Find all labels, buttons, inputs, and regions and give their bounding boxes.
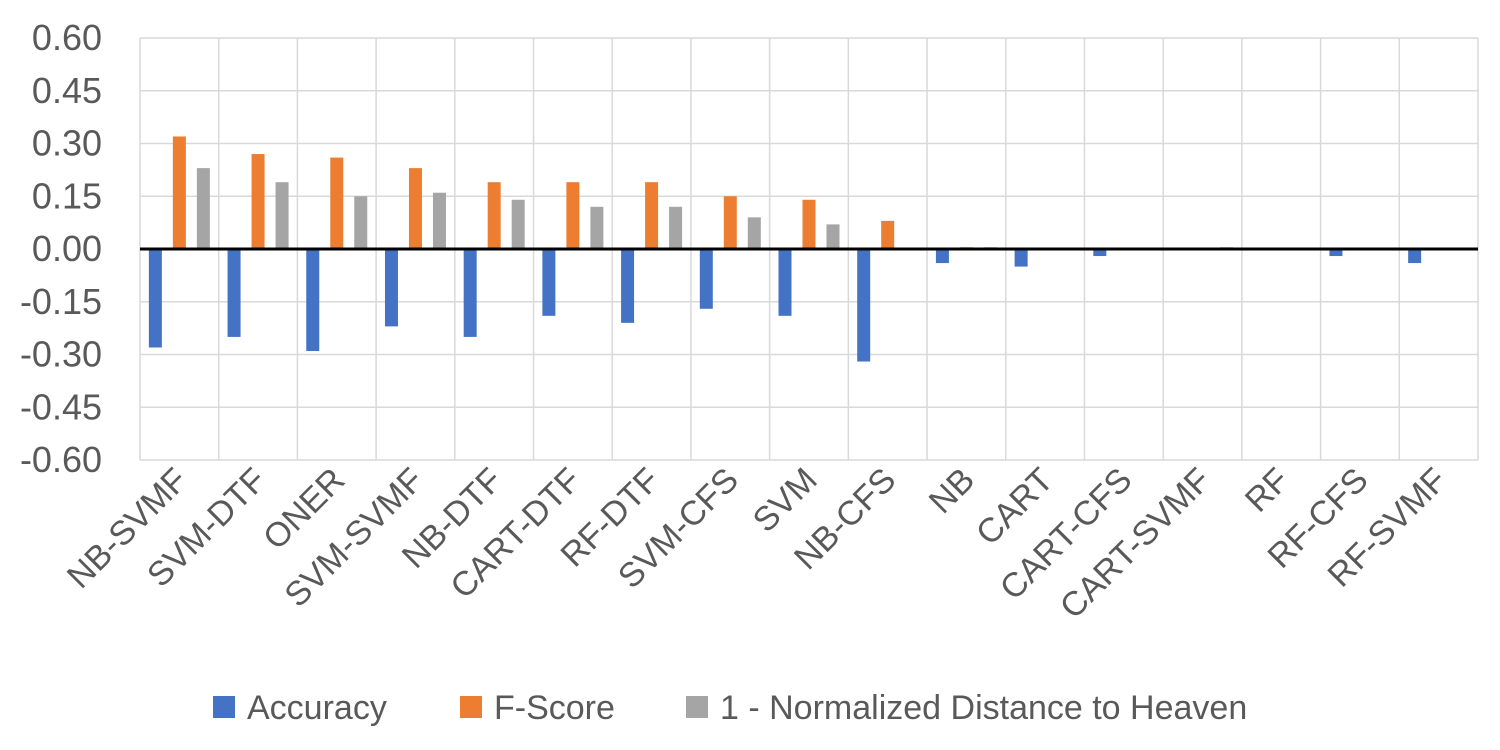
y-tick-label: 0.00 bbox=[32, 228, 102, 269]
x-axis-category-labels: NB-SVMFSVM-DTFONERSVM-SVMFNB-DTFCART-DTF… bbox=[60, 461, 1454, 626]
bar-f-score-rf-dtf bbox=[645, 182, 659, 249]
bar-f-score-svm-dtf bbox=[251, 154, 265, 249]
bar-accuracy-cart bbox=[1014, 249, 1028, 267]
legend-label: 1 - Normalized Distance to Heaven bbox=[720, 689, 1247, 727]
bar-1-normalized-distance-to-heaven-nb-dtf bbox=[511, 199, 525, 249]
bar-f-score-nb-dtf bbox=[487, 182, 501, 249]
legend: Accuracy F-Score 1 - Normalized Distance t… bbox=[213, 689, 1247, 727]
bar-1-normalized-distance-to-heaven-svm bbox=[826, 224, 840, 249]
bar-accuracy-rf-dtf bbox=[621, 249, 635, 323]
y-axis-tick-labels: 0.60 0.45 0.30 0.15 0.00 -0.15 -0.30 -0.45 -0.60 bbox=[20, 17, 102, 480]
bar-f-score-svm bbox=[802, 199, 816, 249]
y-tick-label: 0.45 bbox=[32, 70, 102, 111]
bar-1-normalized-distance-to-heaven-svm-dtf bbox=[275, 182, 289, 249]
bar-f-score-svm-cfs bbox=[723, 196, 737, 249]
bar-accuracy-svm-svmf bbox=[384, 249, 398, 327]
legend-swatch bbox=[213, 696, 235, 718]
bar-accuracy-nb-dtf bbox=[463, 249, 477, 337]
legend-swatch bbox=[686, 696, 708, 718]
bar-accuracy-svm bbox=[778, 249, 792, 316]
bars bbox=[148, 136, 1422, 362]
y-tick-label: 0.30 bbox=[32, 123, 102, 164]
bar-f-score-svm-svmf bbox=[408, 168, 422, 249]
x-category-label: RF bbox=[1238, 461, 1297, 520]
bar-1-normalized-distance-to-heaven-oner bbox=[354, 196, 368, 249]
legend-swatch bbox=[460, 696, 482, 718]
y-tick-label: -0.15 bbox=[20, 281, 102, 322]
bar-1-normalized-distance-to-heaven-svm-svmf bbox=[432, 192, 446, 249]
y-tick-label: -0.45 bbox=[20, 386, 102, 427]
bar-f-score-cart-dtf bbox=[566, 182, 580, 249]
bar-accuracy-cart-dtf bbox=[542, 249, 556, 316]
bar-accuracy-svm-dtf bbox=[227, 249, 241, 337]
bar-accuracy-rf-cfs bbox=[1329, 249, 1343, 257]
bar-f-score-nb-cfs bbox=[881, 220, 895, 249]
bar-accuracy-nb-cfs bbox=[857, 249, 871, 362]
bar-1-normalized-distance-to-heaven-cart-dtf bbox=[590, 206, 604, 249]
bar-accuracy-oner bbox=[306, 249, 320, 351]
bar-1-normalized-distance-to-heaven-nb-svmf bbox=[196, 168, 210, 249]
bar-1-normalized-distance-to-heaven-svm-cfs bbox=[747, 217, 761, 249]
y-tick-label: 0.60 bbox=[32, 17, 102, 58]
y-tick-label: -0.60 bbox=[20, 439, 102, 480]
bar-accuracy-nb bbox=[935, 249, 949, 264]
y-tick-label: -0.30 bbox=[20, 334, 102, 375]
legend-label: F-Score bbox=[494, 689, 615, 727]
bar-accuracy-cart-cfs bbox=[1093, 249, 1107, 257]
legend-label: Accuracy bbox=[247, 689, 387, 727]
bar-accuracy-rf-svmf bbox=[1408, 249, 1422, 264]
bar-accuracy-nb-svmf bbox=[148, 249, 162, 348]
y-tick-label: 0.15 bbox=[32, 175, 102, 216]
bar-f-score-nb-svmf bbox=[172, 136, 186, 249]
bar-1-normalized-distance-to-heaven-rf-dtf bbox=[669, 206, 683, 249]
bar-accuracy-svm-cfs bbox=[699, 249, 713, 309]
x-category-label: NB bbox=[922, 461, 982, 521]
bar-f-score-oner bbox=[330, 157, 344, 249]
